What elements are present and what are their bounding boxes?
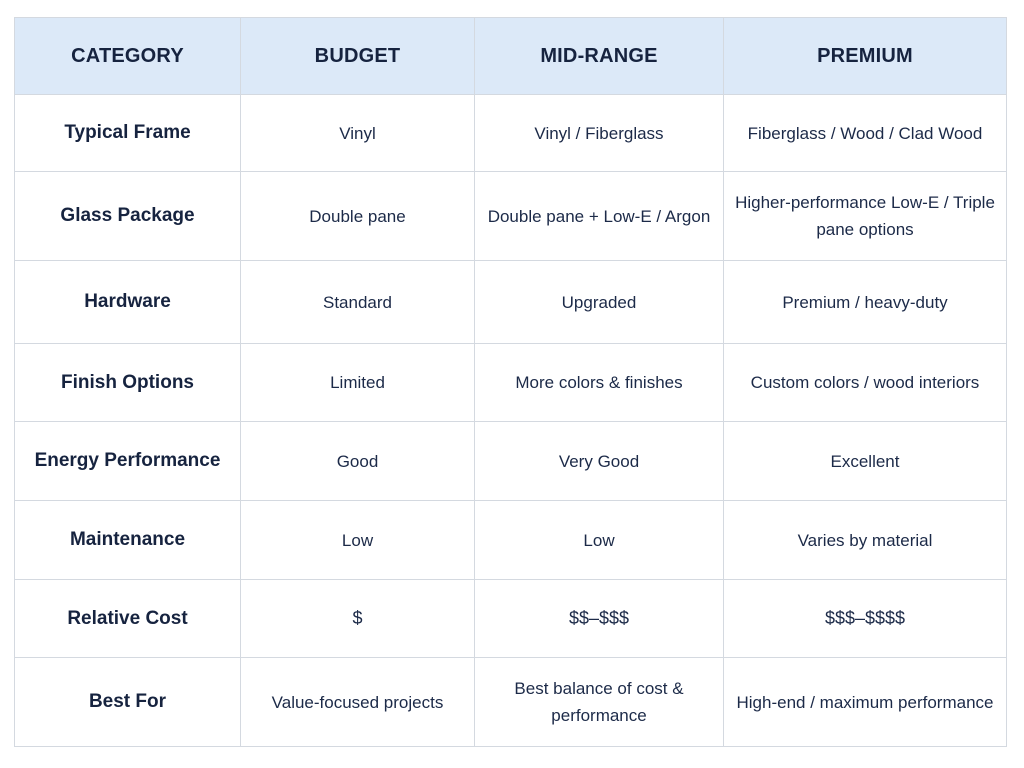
table-row: Finish Options Limited More colors & fin…: [14, 343, 1007, 422]
row-category: Maintenance: [14, 500, 241, 580]
cell-premium: High-end / maximum performance: [723, 657, 1007, 747]
table-row: Hardware Standard Upgraded Premium / hea…: [14, 260, 1007, 344]
table-row: Typical Frame Vinyl Vinyl / Fiberglass F…: [14, 94, 1007, 172]
cell-mid-range: Low: [474, 500, 724, 580]
header-premium: PREMIUM: [723, 17, 1007, 95]
cell-budget: Good: [240, 421, 475, 501]
row-category: Best For: [14, 657, 241, 747]
cell-premium: Premium / heavy-duty: [723, 260, 1007, 344]
cell-mid-range: $$–$$$: [474, 579, 724, 658]
table-row: Maintenance Low Low Varies by material: [14, 500, 1007, 580]
table-row: Glass Package Double pane Double pane + …: [14, 171, 1007, 261]
cell-mid-range: Double pane + Low-E / Argon: [474, 171, 724, 261]
cell-budget: $: [240, 579, 475, 658]
cell-budget: Limited: [240, 343, 475, 422]
cell-premium: Fiberglass / Wood / Clad Wood: [723, 94, 1007, 172]
cell-budget: Vinyl: [240, 94, 475, 172]
cell-mid-range: Very Good: [474, 421, 724, 501]
table-header-row: CATEGORY BUDGET MID-RANGE PREMIUM: [14, 17, 1007, 95]
cell-premium: Excellent: [723, 421, 1007, 501]
cell-mid-range: Upgraded: [474, 260, 724, 344]
cell-budget: Standard: [240, 260, 475, 344]
header-category: CATEGORY: [14, 17, 241, 95]
table-row: Relative Cost $ $$–$$$ $$$–$$$$: [14, 579, 1007, 658]
cell-premium: Custom colors / wood interiors: [723, 343, 1007, 422]
row-category: Hardware: [14, 260, 241, 344]
cell-budget: Double pane: [240, 171, 475, 261]
header-mid-range: MID-RANGE: [474, 17, 724, 95]
row-category: Glass Package: [14, 171, 241, 261]
cell-budget: Value-focused projects: [240, 657, 475, 747]
table-row: Energy Performance Good Very Good Excell…: [14, 421, 1007, 501]
comparison-table: CATEGORY BUDGET MID-RANGE PREMIUM Typica…: [14, 17, 1007, 747]
cell-mid-range: Best balance of cost & performance: [474, 657, 724, 747]
cell-mid-range: More colors & finishes: [474, 343, 724, 422]
table-row: Best For Value-focused projects Best bal…: [14, 657, 1007, 747]
row-category: Relative Cost: [14, 579, 241, 658]
comparison-table-container: CATEGORY BUDGET MID-RANGE PREMIUM Typica…: [14, 17, 1007, 747]
cell-premium: Higher-performance Low-E / Triple pane o…: [723, 171, 1007, 261]
row-category: Typical Frame: [14, 94, 241, 172]
cell-budget: Low: [240, 500, 475, 580]
cell-premium: Varies by material: [723, 500, 1007, 580]
cell-mid-range: Vinyl / Fiberglass: [474, 94, 724, 172]
row-category: Finish Options: [14, 343, 241, 422]
row-category: Energy Performance: [14, 421, 241, 501]
cell-premium: $$$–$$$$: [723, 579, 1007, 658]
header-budget: BUDGET: [240, 17, 475, 95]
